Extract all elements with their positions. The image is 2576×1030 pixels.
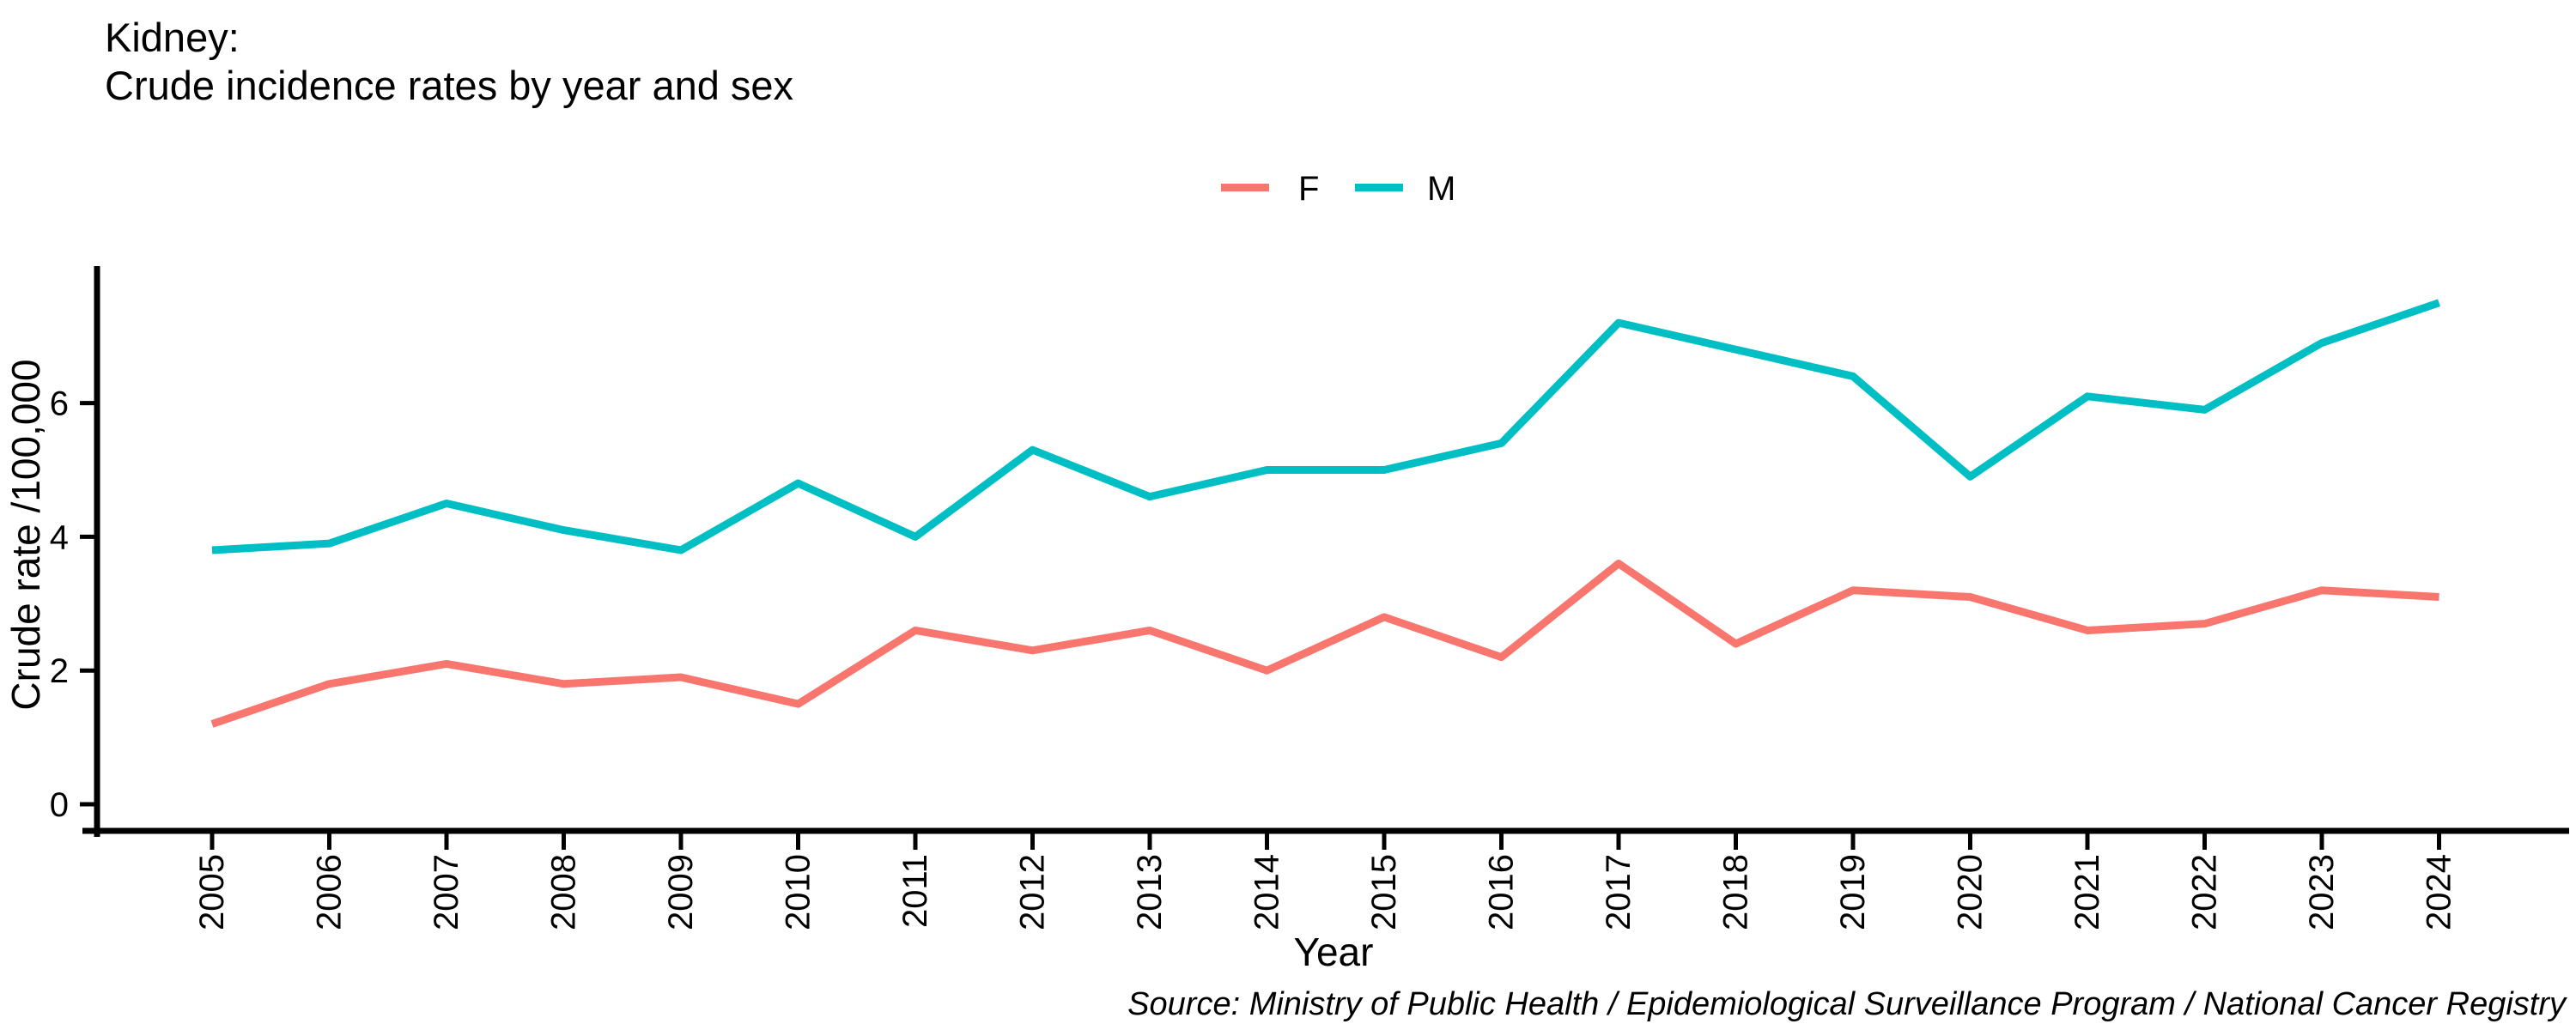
x-tick-label: 2005 <box>193 854 231 930</box>
legend-swatch-m <box>1355 184 1403 191</box>
x-tick-label: 2008 <box>545 854 583 930</box>
x-tick-label: 2019 <box>1834 854 1872 930</box>
x-tick-label: 2022 <box>2186 854 2224 930</box>
x-tick-label: 2018 <box>1717 854 1755 930</box>
legend-label-m: M <box>1427 170 1455 208</box>
x-tick-label: 2013 <box>1131 854 1169 930</box>
x-tick-label: 2006 <box>311 854 349 930</box>
series-line-f <box>210 560 2439 728</box>
x-axis-title: Year <box>1294 930 1374 974</box>
x-tick-label: 2011 <box>896 854 934 928</box>
legend-swatch-f <box>1221 184 1269 191</box>
x-tick-label: 2015 <box>1365 854 1403 930</box>
x-tick-label: 2023 <box>2303 854 2341 930</box>
x-tick-label: 2014 <box>1249 854 1286 930</box>
x-tick-label: 2024 <box>2421 854 2458 930</box>
plot-area: 0 2 4 6 2005 2006 2007 2008 2009 2010 2011 2012 2013… <box>50 299 2458 930</box>
x-tick-label: 2012 <box>1014 854 1052 930</box>
legend: F M <box>1221 170 1455 208</box>
y-tick-label: 2 <box>50 652 69 690</box>
x-tick-label: 2009 <box>662 854 700 930</box>
x-tick-label: 2010 <box>780 854 817 930</box>
y-tick-label: 4 <box>50 518 69 556</box>
x-tick-label: 2020 <box>1952 854 1990 930</box>
x-tick-label: 2016 <box>1483 854 1521 930</box>
y-tick-label: 0 <box>50 786 69 824</box>
x-tick-label: 2007 <box>428 854 465 930</box>
series-line-m <box>211 299 2440 554</box>
x-tick-label: 2017 <box>1600 854 1637 930</box>
y-axis-title: Crude rate /100,000 <box>3 359 48 710</box>
chart-title-line-2: Crude incidence rates by year and sex <box>105 63 793 108</box>
x-tick-label: 2021 <box>2069 854 2106 930</box>
chart-title-line-1: Kidney: <box>105 15 240 60</box>
source-note: Source: Ministry of Public Health / Epid… <box>1127 986 2567 1022</box>
legend-label-f: F <box>1298 170 1319 208</box>
y-tick-label: 6 <box>50 385 69 423</box>
